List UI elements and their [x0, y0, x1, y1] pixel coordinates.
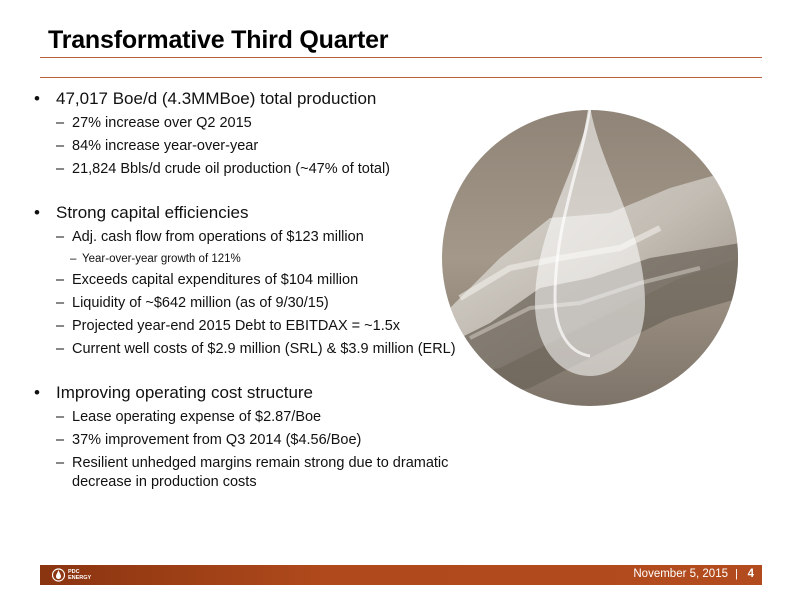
sub-sub-item: – Year-over-year growth of 121%: [70, 253, 241, 265]
bullet-production: • 47,017 Boe/d (4.3MMBoe) total productio…: [34, 89, 377, 108]
page-title: Transformative Third Quarter: [48, 26, 389, 54]
sub-item-continuation: decrease in production costs: [72, 474, 257, 490]
sub-item: – Adj. cash flow from operations of $123 …: [56, 229, 364, 245]
title-rule-top: [40, 57, 762, 58]
sub-item: – Resilient unhedged margins remain stron…: [56, 455, 449, 471]
sub-item: –21,824 Bbls/d crude oil production (~47…: [56, 161, 390, 177]
bullet-cost-structure: • Improving operating cost structure: [34, 383, 314, 402]
page-number: 4: [747, 568, 754, 580]
oil-drop-landscape-icon: [442, 108, 738, 406]
pdc-flame-logo-icon: [52, 568, 65, 582]
sub-item: – Exceeds capital expenditures of $104 mi…: [56, 272, 359, 288]
footer-bar: PDC ENERGY November 5, 2015 | 4: [40, 565, 762, 585]
content-body: • 47,017 Boe/d (4.3MMBoe) total productio…: [32, 88, 502, 492]
sub-item: –37% improvement from Q3 2014 ($4.56/Boe…: [56, 432, 362, 448]
sub-item: – Liquidity of ~$642 million (as of 9/30/…: [56, 295, 329, 311]
sub-item: –84% increase year-over-year: [56, 138, 259, 154]
sub-item: – Projected year-end 2015 Debt to EBITDAX…: [56, 318, 401, 334]
footer-date: November 5, 2015: [633, 568, 728, 580]
sub-item: –27% increase over Q2 2015: [56, 115, 252, 131]
title-rule-bottom: [40, 77, 762, 78]
sub-item: – Lease operating expense of $2.87/Boe: [56, 409, 322, 425]
logo-wordmark: PDC ENERGY: [68, 569, 92, 581]
sub-item: – Current well costs of $2.9 million (SRL…: [56, 341, 456, 357]
bullet-capital: • Strong capital efficiencies: [34, 203, 249, 222]
footer-separator: |: [735, 568, 738, 580]
company-logo: PDC ENERGY: [52, 567, 91, 583]
